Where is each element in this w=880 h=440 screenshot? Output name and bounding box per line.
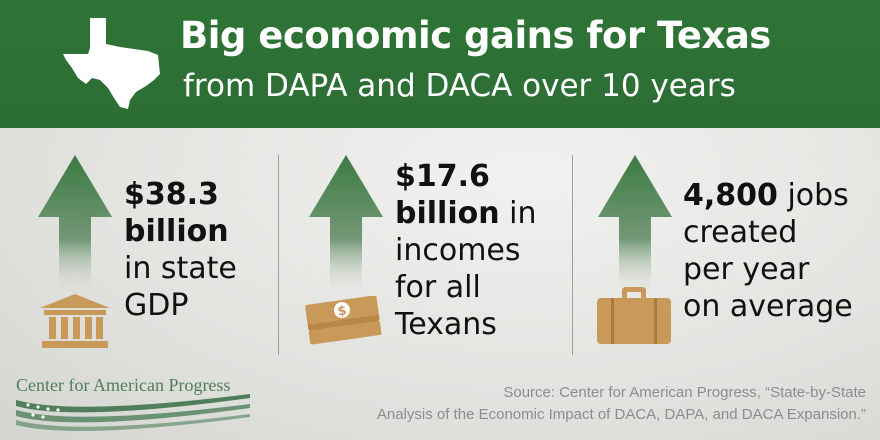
stat-gdp-unit: billion <box>124 214 229 249</box>
stat-income-amount: $17.6 <box>395 159 490 194</box>
stat-income-unit: billion <box>395 196 500 231</box>
stat-jobs-text-3: on average <box>683 289 853 324</box>
stat-income-text-2: for all <box>395 270 481 305</box>
up-arrow-icon <box>309 155 383 295</box>
stat-jobs-text-1: created <box>683 215 798 250</box>
up-arrow-icon <box>598 155 672 295</box>
page-title: Big economic gains for Texas <box>180 14 771 57</box>
stat-gdp-text-2: GDP <box>124 288 189 323</box>
page-subtitle: from DAPA and DACA over 10 years <box>183 68 736 104</box>
stat-jobs-amount: 4,800 <box>683 178 778 213</box>
stat-income-text-3: Texans <box>395 307 497 342</box>
stat-jobs: 4,800 jobs created per year on average <box>683 177 853 325</box>
stat-jobs-text-2: per year <box>683 252 810 287</box>
stat-gdp-amount: $38.3 <box>124 177 219 212</box>
texas-map-icon <box>63 18 160 109</box>
stat-income-in: in <box>509 196 537 231</box>
bank-building-icon <box>40 294 110 348</box>
stat-jobs-unit: jobs <box>787 178 849 213</box>
svg-text:$: $ <box>337 303 348 319</box>
column-divider <box>572 155 573 355</box>
source-line-2: Analysis of the Economic Impact of DACA,… <box>376 406 866 423</box>
money-stack-icon: $ <box>305 296 382 345</box>
stat-gdp-text-1: in state <box>124 251 237 286</box>
stat-income: $17.6 billion in incomes for all Texans <box>395 158 536 343</box>
column-divider <box>278 155 279 355</box>
up-arrow-icon <box>38 155 112 295</box>
stat-income-text-1: incomes <box>395 233 521 268</box>
source-line-1: Source: Center for American Progress, “S… <box>503 384 866 401</box>
briefcase-icon <box>597 287 671 344</box>
header-banner: Big economic gains for Texas from DAPA a… <box>0 0 880 128</box>
source-citation: Source: Center for American Progress, “S… <box>377 382 866 426</box>
cap-flag-logo-icon <box>16 394 250 431</box>
stat-gdp: $38.3 billion in state GDP <box>124 176 237 324</box>
cap-logo-text: Center for American Progress <box>16 375 231 395</box>
